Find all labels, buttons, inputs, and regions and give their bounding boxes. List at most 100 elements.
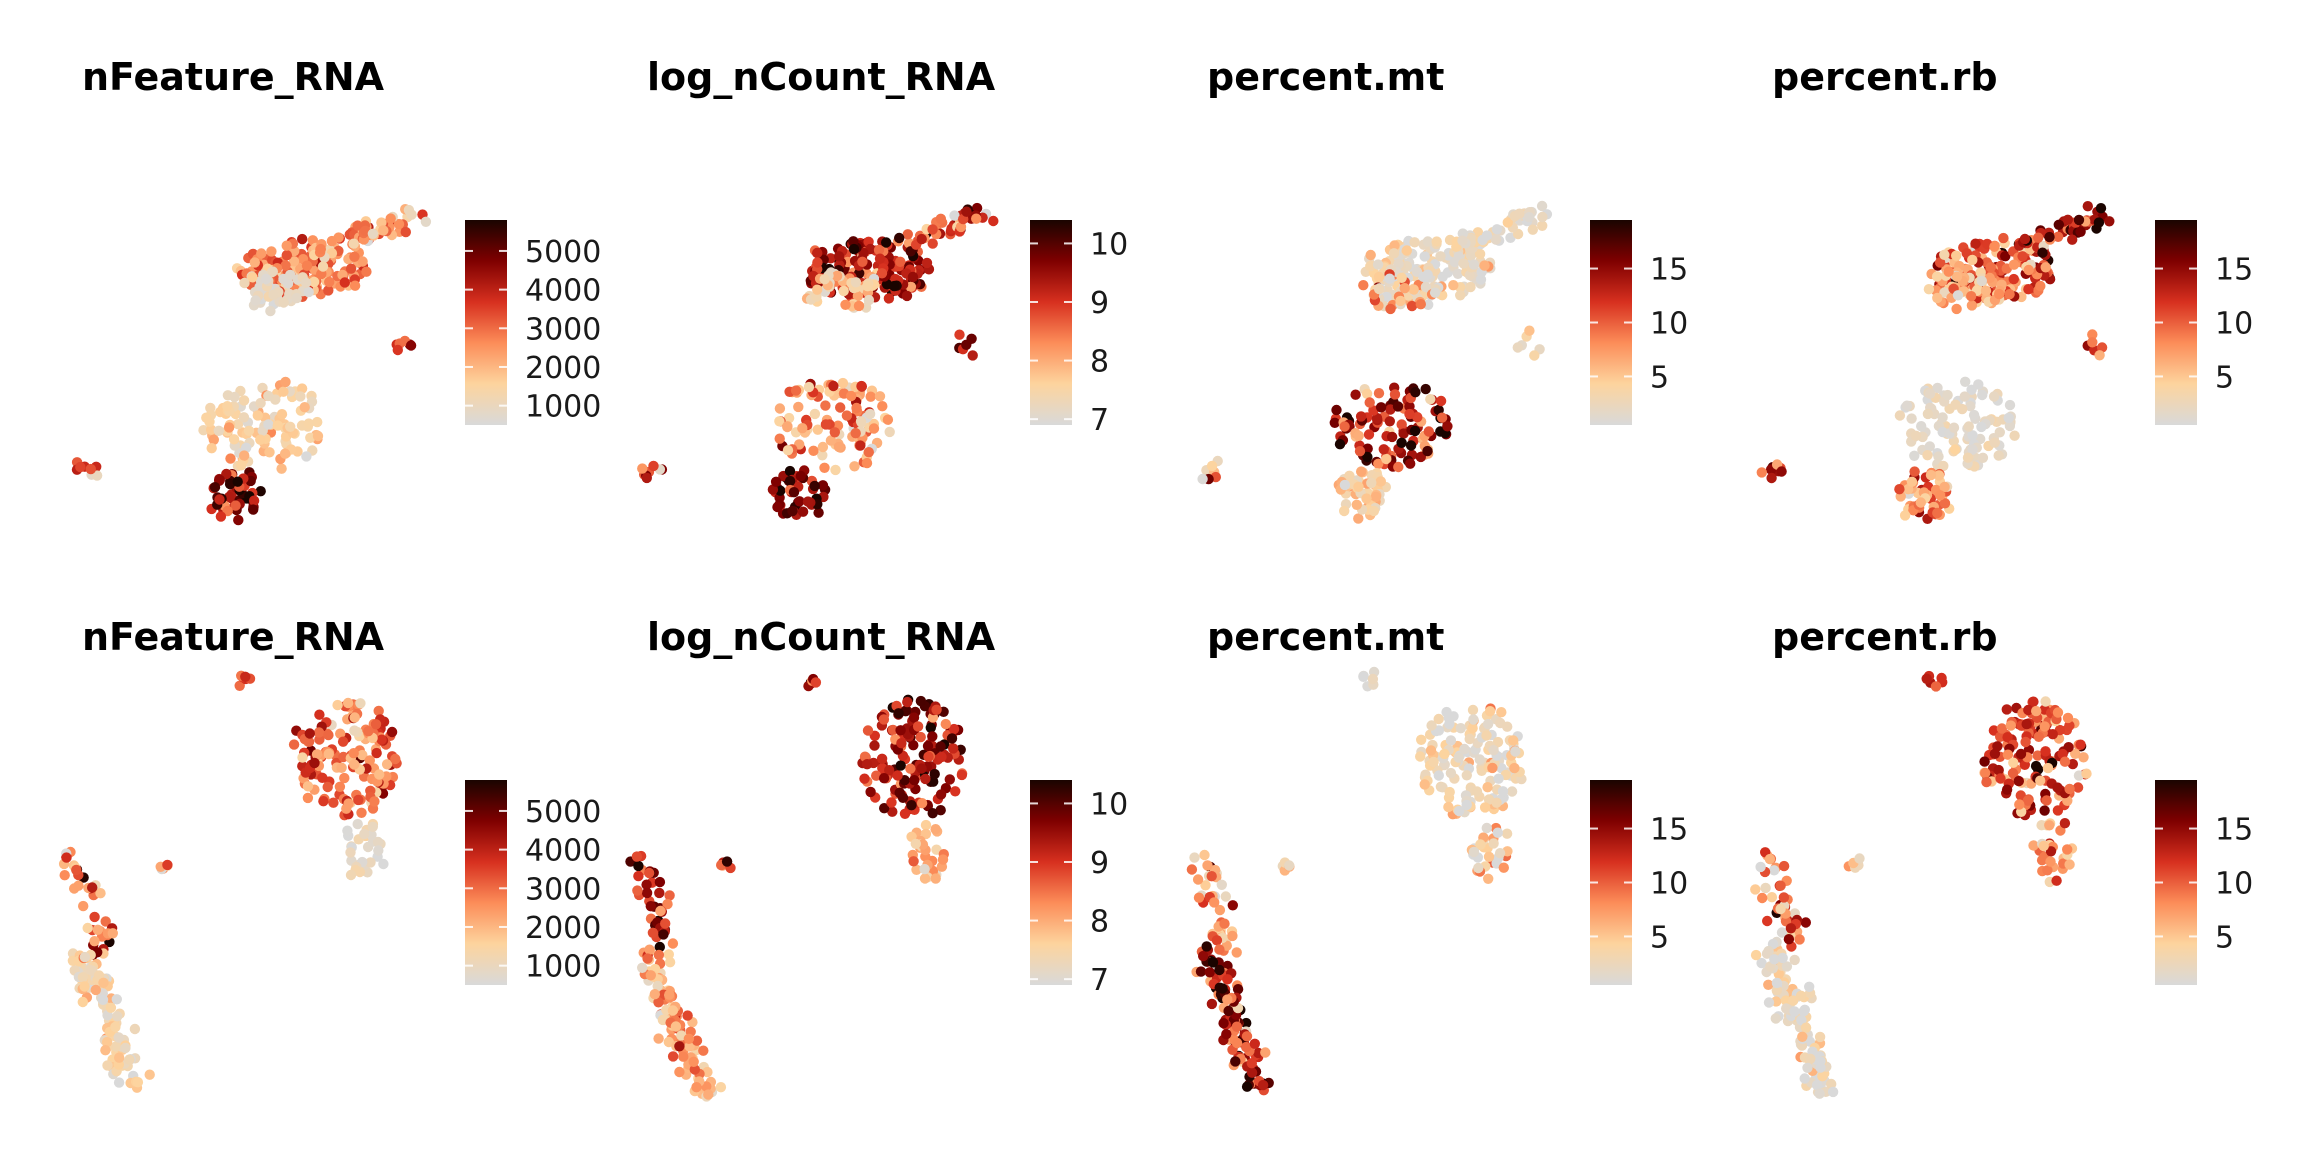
cell-point <box>1433 770 1444 781</box>
panels-container: nFeature_RNA10002000300040005000log_nCou… <box>58 55 2253 1102</box>
cell-point <box>243 425 255 436</box>
cell-point <box>89 936 100 947</box>
cell-point <box>2005 720 2016 731</box>
cell-point <box>948 743 959 754</box>
cell-point <box>1350 389 1361 400</box>
cell-point <box>349 759 360 770</box>
cell-point <box>1783 934 1795 945</box>
cell-point <box>1769 954 1780 965</box>
cell-point <box>1932 292 1943 304</box>
cell-point <box>1479 260 1490 271</box>
cell-point <box>812 284 823 295</box>
cell-point <box>2013 775 2024 787</box>
cell-point <box>2040 696 2051 707</box>
legend-tick-label: 9 <box>1090 286 1109 321</box>
cell-point <box>209 482 221 493</box>
cell-point <box>829 427 840 438</box>
cell-point <box>1195 966 1207 977</box>
cell-point <box>233 514 244 526</box>
cell-point <box>856 380 867 392</box>
cell-point <box>1827 1086 1839 1098</box>
cell-point <box>902 696 913 708</box>
cell-point <box>1199 849 1210 861</box>
cell-point <box>967 350 978 361</box>
cell-point <box>905 281 917 292</box>
cell-point <box>222 401 233 412</box>
cell-point <box>2095 203 2107 214</box>
cell-point <box>1482 782 1493 793</box>
cell-point <box>1771 977 1783 989</box>
cell-point <box>2039 805 2050 816</box>
cell-point <box>1496 707 1507 718</box>
cell-point <box>927 238 938 249</box>
cell-point <box>1358 280 1369 291</box>
cell-point <box>1788 995 1799 1006</box>
cell-point <box>833 251 845 262</box>
cell-point <box>359 828 370 840</box>
cell-point <box>361 266 372 277</box>
cell-point <box>279 448 291 459</box>
cell-point <box>2042 762 2054 774</box>
cell-point <box>2002 749 2014 760</box>
cell-point <box>935 213 946 224</box>
cell-point <box>323 748 334 760</box>
cell-point <box>2033 232 2044 243</box>
cell-point <box>770 476 782 487</box>
cell-point <box>1474 754 1485 765</box>
cell-point <box>278 386 289 397</box>
panel-title: percent.mt <box>1207 615 1444 659</box>
cell-point <box>230 500 241 511</box>
cell-point <box>1246 1058 1257 1069</box>
cell-point <box>1389 240 1400 251</box>
cell-point <box>1339 479 1351 491</box>
cell-point <box>1223 1005 1234 1017</box>
cell-point <box>1921 673 1932 684</box>
cell-point <box>309 757 320 769</box>
cell-point <box>291 292 302 304</box>
cell-point <box>641 879 652 890</box>
cell-point <box>342 697 354 709</box>
cell-point <box>107 928 118 939</box>
cell-point <box>252 410 263 421</box>
cell-point <box>1508 735 1519 746</box>
legend-tick-label: 4000 <box>525 274 601 309</box>
cell-point <box>297 233 308 245</box>
cell-point <box>831 270 843 282</box>
panel-6: log_nCount_RNA 7 8 9 10 <box>625 615 1128 1102</box>
cell-point <box>899 808 911 819</box>
cell-point <box>794 496 805 507</box>
cell-point <box>641 472 652 484</box>
cell-point <box>1798 1006 1809 1017</box>
cell-point <box>1365 261 1376 272</box>
legend-tick-label: 10 <box>2215 307 2253 342</box>
cell-point <box>1780 995 1792 1006</box>
cell-point <box>378 225 389 236</box>
cell-point <box>1988 391 2000 402</box>
cell-point <box>2008 273 2019 285</box>
cell-point <box>1811 1079 1823 1091</box>
cell-point <box>267 266 278 277</box>
cell-point <box>1465 281 1476 293</box>
cell-point <box>300 277 312 288</box>
cell-point <box>819 462 830 473</box>
cell-point <box>1455 723 1466 734</box>
cell-point <box>1241 1031 1253 1042</box>
cell-point <box>281 240 292 251</box>
cell-point <box>2019 233 2031 245</box>
cell-point <box>873 244 885 256</box>
cell-point <box>367 821 378 832</box>
cell-point <box>1473 862 1484 874</box>
cell-point <box>1241 1017 1252 1029</box>
cell-point <box>1854 853 1865 864</box>
cell-point <box>1794 934 1805 945</box>
cell-point <box>855 416 867 427</box>
cell-point <box>1924 388 1936 399</box>
cell-point <box>1443 712 1454 723</box>
cell-point <box>59 870 70 881</box>
legend-tick-label: 1000 <box>525 950 601 985</box>
cell-point <box>876 268 888 279</box>
cell-point <box>317 261 329 272</box>
cell-point <box>850 277 862 288</box>
cell-point <box>201 412 212 423</box>
